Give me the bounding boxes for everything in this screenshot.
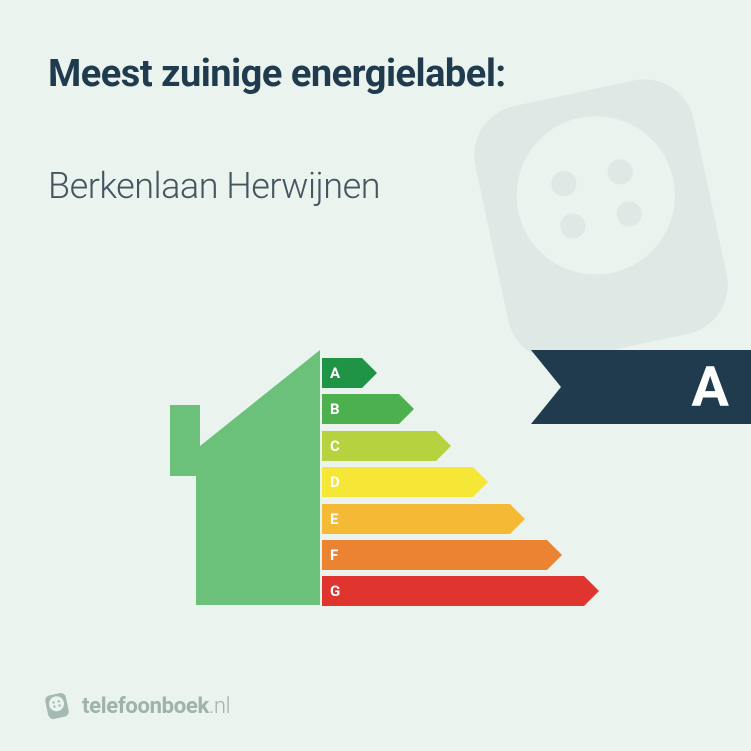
- page-subtitle: Berkenlaan Herwijnen: [48, 165, 380, 207]
- house-icon: [170, 350, 320, 605]
- footer-brand: telefoonboek.nl: [82, 694, 230, 719]
- energy-bar-shape: [322, 540, 562, 570]
- energy-bar-label: F: [330, 540, 338, 570]
- energy-bar-shape: [322, 467, 488, 497]
- page-title: Meest zuinige energielabel:: [48, 52, 506, 96]
- energy-bar-shape: [322, 576, 599, 606]
- energy-bar-shape: [322, 431, 451, 461]
- energy-bar-label: D: [330, 467, 340, 497]
- energy-bar-label: A: [330, 358, 340, 388]
- energy-bar-label: G: [330, 576, 340, 606]
- energy-bar-shape: [322, 504, 525, 534]
- footer-brand-bold: telefoonboek: [82, 694, 209, 719]
- rating-badge: A: [531, 350, 751, 424]
- rating-value: A: [691, 350, 729, 424]
- energy-bar-label: E: [330, 504, 338, 534]
- footer: telefoonboek.nl: [42, 691, 230, 721]
- energy-bar-label: B: [330, 394, 340, 424]
- energy-bar-label: C: [330, 431, 340, 461]
- energy-label-chart: ABCDEFG: [170, 350, 590, 610]
- footer-logo-icon: [42, 691, 72, 721]
- footer-brand-light: .nl: [209, 694, 230, 719]
